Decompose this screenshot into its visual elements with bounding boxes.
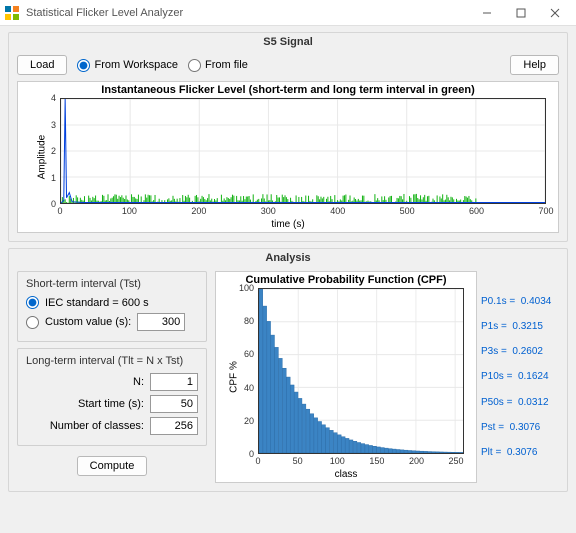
radio-iec-label: IEC standard = 600 s	[45, 297, 149, 309]
maximize-button[interactable]	[504, 2, 538, 24]
flicker-chart-xlabel: time (s)	[18, 219, 558, 230]
help-button[interactable]: Help	[510, 55, 559, 75]
radio-custom-label: Custom value (s):	[45, 316, 131, 328]
classes-label: Number of classes:	[50, 420, 144, 432]
radio-workspace-label: From Workspace	[94, 59, 178, 71]
radio-workspace-input[interactable]	[77, 59, 90, 72]
cpf-chart-xlabel: class	[216, 469, 476, 480]
compute-button[interactable]: Compute	[77, 456, 148, 476]
stat-line: P50s = 0.0312	[481, 397, 559, 408]
radio-file-label: From file	[205, 59, 248, 71]
app-icon	[4, 5, 20, 21]
start-time-input[interactable]	[150, 395, 198, 413]
classes-input[interactable]	[150, 417, 198, 435]
stat-line: P1s = 0.3215	[481, 321, 559, 332]
cpf-chart: Cumulative Probability Function (CPF) CP…	[215, 271, 477, 483]
stats-column: P0.1s = 0.4034 P1s = 0.3215 P3s = 0.2602 P1…	[481, 271, 559, 483]
long-term-title: Long-term interval (Tlt = N x Tst)	[26, 355, 198, 367]
cpf-chart-title: Cumulative Probability Function (CPF)	[216, 274, 476, 286]
close-button[interactable]	[538, 2, 572, 24]
flicker-chart: Instantaneous Flicker Level (short-term …	[17, 81, 559, 233]
titlebar: Statistical Flicker Level Analyzer	[0, 0, 576, 26]
short-term-title: Short-term interval (Tst)	[26, 278, 198, 290]
radio-iec-standard[interactable]: IEC standard = 600 s	[26, 296, 198, 309]
start-time-label: Start time (s):	[78, 398, 144, 410]
stat-line: P3s = 0.2602	[481, 346, 559, 357]
analysis-panel-title: Analysis	[9, 249, 567, 267]
radio-custom-value[interactable]: Custom value (s):	[26, 313, 198, 331]
radio-custom-input[interactable]	[26, 316, 39, 329]
radio-from-file[interactable]: From file	[188, 59, 248, 72]
signal-panel: S5 Signal Load From Workspace From file …	[8, 32, 568, 242]
stat-line: Plt = 0.3076	[481, 447, 559, 458]
short-term-panel: Short-term interval (Tst) IEC standard =…	[17, 271, 207, 342]
custom-value-input[interactable]	[137, 313, 185, 331]
radio-iec-input[interactable]	[26, 296, 39, 309]
n-input[interactable]	[150, 373, 198, 391]
stat-line: P10s = 0.1624	[481, 371, 559, 382]
signal-panel-title: S5 Signal	[9, 33, 567, 51]
radio-file-input[interactable]	[188, 59, 201, 72]
stat-line: Pst = 0.3076	[481, 422, 559, 433]
load-button[interactable]: Load	[17, 55, 67, 75]
radio-from-workspace[interactable]: From Workspace	[77, 59, 178, 72]
flicker-chart-title: Instantaneous Flicker Level (short-term …	[18, 84, 558, 96]
window-title: Statistical Flicker Level Analyzer	[26, 7, 470, 19]
analysis-panel: Analysis Short-term interval (Tst) IEC s…	[8, 248, 568, 492]
long-term-panel: Long-term interval (Tlt = N x Tst) N: St…	[17, 348, 207, 446]
minimize-button[interactable]	[470, 2, 504, 24]
n-label: N:	[133, 376, 144, 388]
stat-line: P0.1s = 0.4034	[481, 296, 559, 307]
